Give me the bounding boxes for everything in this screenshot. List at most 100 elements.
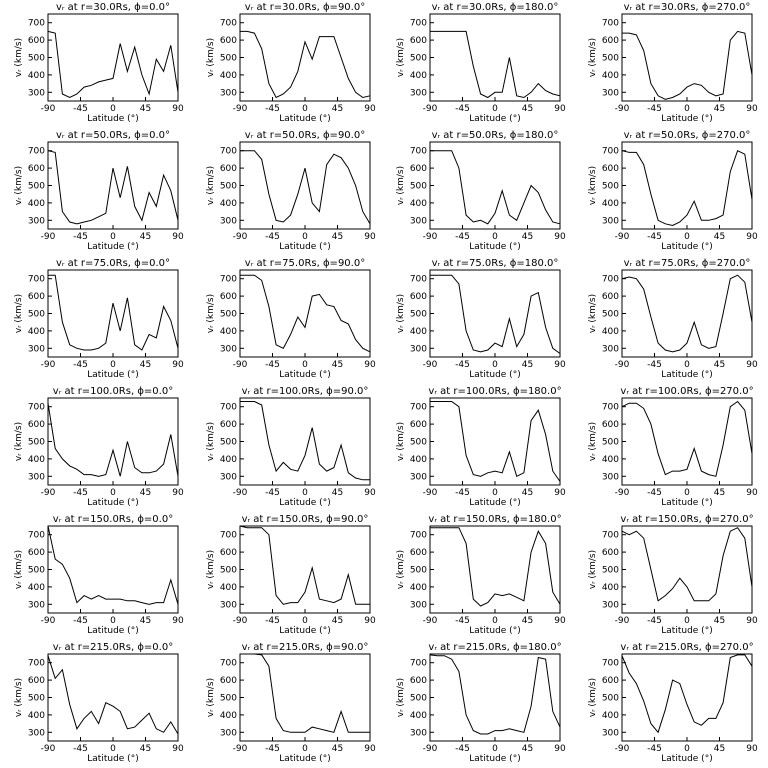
y-tick-label: 300	[410, 216, 427, 226]
y-tick-label: 600	[410, 36, 427, 46]
y-tick-label: 300	[220, 600, 237, 610]
panel-title: vᵣ at r=100.0Rs, ϕ=270.0°	[620, 386, 753, 397]
y-tick-label: 400	[410, 327, 427, 337]
y-tick-label: 700	[410, 531, 427, 541]
y-tick-label: 700	[602, 403, 619, 413]
y-axis-label: vᵣ (km/s)	[396, 678, 406, 717]
y-tick-label: 300	[220, 472, 237, 482]
data-line	[240, 30, 371, 99]
data-line	[430, 274, 561, 354]
x-tick-label: -45	[647, 744, 662, 754]
y-tick-label: 700	[410, 147, 427, 157]
x-tick-label: -90	[615, 104, 630, 114]
x-tick-label: -45	[265, 360, 280, 370]
x-tick-label: 90	[364, 104, 376, 114]
x-tick-label: 0	[302, 104, 308, 114]
data-line	[240, 653, 370, 733]
x-tick-label: 45	[714, 360, 725, 370]
y-tick-label: 300	[220, 216, 237, 226]
x-tick-label: -90	[233, 232, 248, 242]
panel-title: vᵣ at r=75.0Rs, ϕ=90.0°	[245, 258, 365, 269]
data-line	[430, 30, 561, 99]
x-tick-label: 45	[332, 616, 343, 626]
x-tick-label: 0	[684, 104, 690, 114]
panel-title: vᵣ at r=75.0Rs, ϕ=180.0°	[432, 258, 559, 269]
plot-frame	[621, 269, 753, 358]
x-tick-label: 45	[140, 488, 151, 498]
data-line	[47, 30, 179, 99]
y-tick-label: 400	[28, 455, 45, 465]
y-tick-label: 300	[28, 600, 45, 610]
y-tick-label: 700	[220, 403, 237, 413]
panel: vᵣ at r=30.0Rs, ϕ=0.0° -90 -45 0 45 90 300 400 5…	[14, 2, 184, 124]
x-tick-label: -45	[455, 232, 470, 242]
y-tick-label: 600	[28, 676, 45, 686]
x-tick-label: 45	[140, 616, 151, 626]
y-tick-label: 600	[28, 36, 45, 46]
y-tick-label: 600	[220, 36, 237, 46]
y-axis-label: vᵣ (km/s)	[14, 678, 24, 717]
y-tick-label: 700	[220, 531, 237, 541]
x-tick-label: 90	[554, 488, 566, 498]
data-line	[47, 655, 179, 735]
y-tick-label: 400	[410, 583, 427, 593]
x-axis-label: Latitude (°)	[279, 754, 330, 764]
panel: vᵣ at r=30.0Rs, ϕ=90.0° -90 -45 0 45 90 300 400…	[206, 2, 376, 124]
y-tick-label: 300	[602, 600, 619, 610]
x-tick-label: -90	[423, 744, 438, 754]
x-tick-label: -90	[615, 744, 630, 754]
y-tick-label: 300	[602, 472, 619, 482]
x-tick-label: 0	[684, 616, 690, 626]
x-tick-label: -90	[41, 360, 56, 370]
data-line	[429, 654, 561, 735]
x-tick-label: -45	[265, 488, 280, 498]
x-axis-label: Latitude (°)	[661, 498, 712, 508]
y-tick-label: 700	[410, 19, 427, 29]
x-tick-label: 90	[554, 232, 566, 242]
panel-title: vᵣ at r=50.0Rs, ϕ=90.0°	[245, 130, 365, 141]
y-tick-label: 300	[410, 728, 427, 738]
y-tick-label: 300	[602, 216, 619, 226]
y-tick-label: 600	[410, 164, 427, 174]
y-tick-label: 700	[28, 403, 45, 413]
y-tick-label: 600	[410, 420, 427, 430]
x-tick-label: -90	[423, 360, 438, 370]
x-axis-label: Latitude (°)	[469, 626, 520, 636]
y-tick-label: 500	[602, 310, 619, 320]
y-tick-label: 500	[410, 182, 427, 192]
plot-frame	[47, 525, 179, 614]
data-line	[621, 150, 753, 227]
y-tick-label: 500	[602, 182, 619, 192]
y-axis-label: vᵣ (km/s)	[206, 550, 216, 589]
y-tick-label: 700	[602, 659, 619, 669]
y-tick-label: 400	[28, 583, 45, 593]
y-axis-label: vᵣ (km/s)	[588, 38, 598, 77]
y-tick-label: 400	[28, 199, 45, 209]
x-tick-label: 45	[332, 744, 343, 754]
x-tick-label: 45	[714, 232, 725, 242]
y-tick-label: 400	[410, 199, 427, 209]
panel: vᵣ at r=215.0Rs, ϕ=0.0° -90 -45 0 45 90 300 400…	[14, 642, 184, 764]
y-tick-label: 400	[602, 455, 619, 465]
data-line	[47, 403, 179, 477]
y-tick-label: 400	[28, 327, 45, 337]
y-tick-label: 400	[602, 71, 619, 81]
x-tick-label: 45	[140, 104, 151, 114]
plot-frame	[621, 653, 753, 742]
x-tick-label: -45	[647, 104, 662, 114]
plot-frame	[47, 13, 179, 102]
y-tick-label: 500	[410, 54, 427, 64]
x-axis-label: Latitude (°)	[87, 754, 138, 764]
x-tick-label: 0	[302, 744, 308, 754]
data-line	[430, 527, 561, 607]
x-axis-label: Latitude (°)	[87, 498, 138, 508]
plot-frame	[239, 525, 371, 614]
y-tick-label: 300	[410, 88, 427, 98]
x-tick-label: -45	[455, 360, 470, 370]
data-line	[430, 150, 561, 225]
plot-frame	[47, 653, 179, 742]
plot-frame	[47, 141, 179, 230]
y-tick-label: 700	[28, 275, 45, 285]
y-axis-label: vᵣ (km/s)	[588, 550, 598, 589]
